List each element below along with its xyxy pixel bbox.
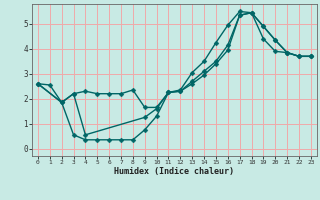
X-axis label: Humidex (Indice chaleur): Humidex (Indice chaleur) (115, 167, 234, 176)
